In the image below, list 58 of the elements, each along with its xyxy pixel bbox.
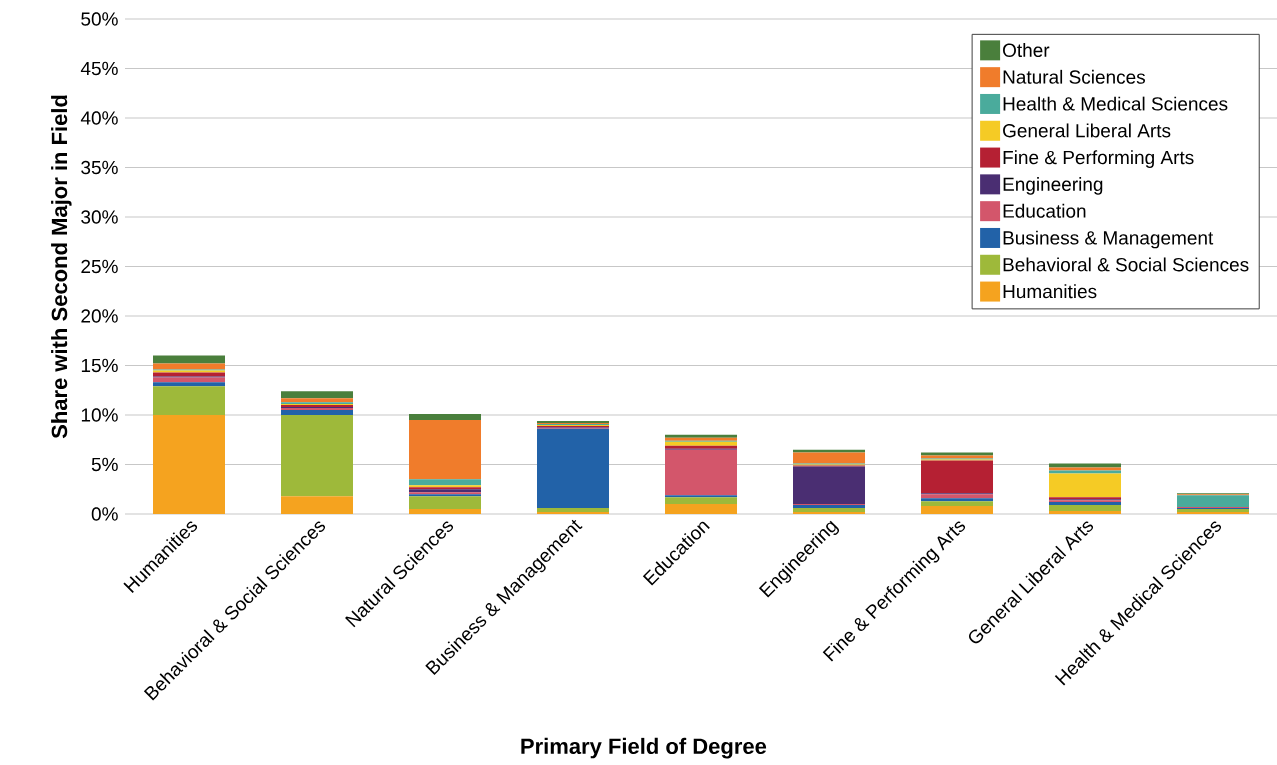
bar	[409, 419, 481, 480]
bar	[1177, 495, 1250, 508]
bar	[153, 382, 225, 387]
legend-label: Fine & Performing Arts	[1003, 150, 1194, 168]
legend-label: Engineering	[1003, 177, 1103, 195]
bar	[409, 479, 481, 486]
bar	[921, 498, 993, 502]
bar	[793, 466, 865, 505]
bar	[921, 501, 993, 507]
y-tick-label: 10%	[81, 408, 118, 422]
bar	[1049, 511, 1122, 514]
y-tick-label: 45%	[80, 61, 118, 76]
legend-label: Other	[1003, 43, 1050, 57]
legend-label: Natural Sciences	[1003, 69, 1145, 84]
bar	[281, 391, 353, 399]
legend-label: Education	[1003, 203, 1086, 218]
legend-label: General Liberal Arts	[1003, 123, 1171, 138]
legend-label: Business & Management	[1003, 230, 1214, 249]
bar	[793, 452, 865, 464]
bar	[153, 372, 225, 377]
bar	[793, 449, 865, 453]
bar	[921, 506, 993, 514]
y-tick-label: 50%	[81, 12, 118, 26]
bar	[153, 386, 225, 415]
legend-label: Health & Medical Sciences	[1003, 96, 1228, 111]
y-tick-label: 20%	[81, 309, 118, 323]
bar	[281, 398, 353, 403]
y-tick-label: 15%	[81, 358, 118, 373]
y-tick-label: 40%	[80, 111, 118, 125]
y-tick-label: 35%	[81, 160, 118, 175]
y-tick-label: 30%	[81, 210, 118, 224]
bar	[409, 414, 481, 420]
bar	[153, 377, 225, 383]
bar	[153, 355, 225, 364]
y-axis-title: Share with Second Major in Field	[51, 95, 72, 439]
bar	[1049, 505, 1122, 512]
y-tick-label: 25%	[81, 259, 118, 274]
bar	[281, 496, 353, 514]
bar	[537, 508, 609, 513]
y-tick-label: 0%	[91, 507, 118, 521]
legend-label: Humanities	[1003, 284, 1097, 299]
bar	[793, 508, 865, 513]
x-axis-title: Primary Field of Degree	[521, 737, 767, 759]
bar	[409, 509, 481, 514]
bar	[921, 494, 993, 499]
bar	[537, 428, 609, 509]
bar	[153, 415, 225, 514]
legend-label: Behavioral & Social Sciences	[1003, 257, 1249, 272]
y-tick-label: 5%	[91, 457, 118, 472]
bar	[281, 415, 353, 497]
bar	[665, 441, 737, 446]
bar	[1049, 473, 1122, 498]
bar	[665, 497, 737, 505]
bar	[281, 410, 353, 415]
bar	[665, 449, 737, 496]
bar	[409, 496, 481, 510]
bar	[665, 504, 737, 514]
bar	[921, 460, 993, 494]
